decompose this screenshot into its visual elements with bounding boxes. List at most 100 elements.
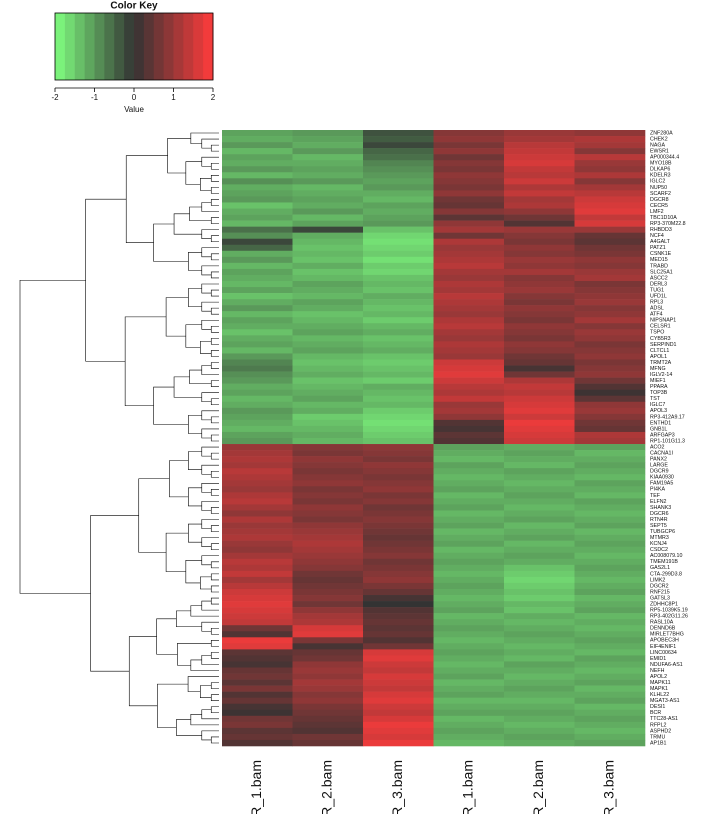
heat-cell [222, 293, 293, 300]
heat-cell [292, 625, 364, 632]
heat-cell [292, 649, 364, 656]
heat-cell [222, 148, 293, 155]
heat-cell [222, 413, 293, 421]
key-swatch [114, 13, 125, 80]
dendrogram-link [210, 326, 220, 333]
heat-cell [433, 262, 505, 270]
dendrogram-link [210, 416, 220, 424]
heat-cell [433, 154, 505, 161]
heat-cell [292, 661, 364, 668]
heat-cell [433, 353, 505, 360]
heat-cell [222, 250, 293, 258]
heat-cell [574, 305, 646, 312]
dendrogram-link [201, 301, 220, 312]
heat-cell [504, 262, 575, 270]
heat-cell [433, 148, 505, 155]
key-swatch [134, 13, 145, 80]
heat-cell [222, 637, 293, 644]
heat-cell [574, 637, 646, 644]
dendrogram-link [210, 162, 220, 170]
heat-cell [292, 383, 364, 390]
heat-cell [574, 256, 646, 264]
heat-cell [292, 510, 364, 517]
row-label: CSNK1E [650, 251, 672, 257]
heat-cell [292, 365, 364, 372]
heat-cell [363, 383, 434, 390]
heat-cell [292, 691, 364, 698]
heat-cell [574, 142, 646, 149]
heat-cell [433, 274, 505, 282]
heat-cell [574, 226, 646, 233]
heat-cell [363, 733, 434, 741]
heat-cell [222, 202, 293, 209]
row-label: RNF215 [650, 589, 670, 595]
heat-cell [222, 607, 293, 614]
heat-cell [504, 504, 575, 511]
row-label: NDUFA6-AS1 [650, 662, 683, 668]
heat-cell [292, 190, 364, 197]
dendrogram-link [201, 709, 220, 720]
heat-cell [433, 504, 505, 511]
heat-cell [363, 419, 434, 427]
heat-cell [504, 510, 575, 517]
heat-cell [504, 353, 575, 360]
heat-cell [574, 667, 646, 674]
heat-cell [363, 564, 434, 572]
dendrogram-link [210, 627, 220, 635]
dendrogram-link [188, 523, 202, 543]
heat-cell [504, 329, 575, 336]
heat-cell [574, 425, 646, 433]
heat-cell [574, 679, 646, 686]
heat-cell [504, 154, 575, 161]
heat-cell [363, 142, 434, 149]
heat-cell [433, 395, 505, 403]
dendrogram-link [210, 543, 220, 550]
heat-cell [433, 576, 505, 584]
heat-cell [292, 347, 364, 354]
heat-cell [292, 287, 364, 294]
row-label: LMF2 [650, 209, 664, 215]
heat-cell [222, 516, 293, 523]
heat-cell [363, 528, 434, 535]
heat-cell [433, 365, 505, 372]
heat-cell [433, 226, 505, 233]
heat-cell [574, 691, 646, 698]
dendrogram-link [173, 213, 202, 235]
row-label: CHEK2 [650, 136, 668, 142]
row-label: DGCR8 [650, 197, 669, 203]
heat-cell [222, 256, 293, 264]
heat-cell [574, 649, 646, 656]
heat-cell [574, 317, 646, 324]
heat-cell [222, 220, 293, 227]
row-label: SLC25A1 [650, 269, 673, 275]
heat-cell [504, 359, 575, 366]
heat-cell [574, 450, 646, 457]
heat-cell [222, 317, 293, 324]
row-label: KCNJ4 [650, 541, 667, 547]
heat-cell [504, 142, 575, 149]
heat-cell [222, 190, 293, 197]
row-label: MTMR3 [650, 535, 669, 541]
heat-cell [363, 601, 434, 608]
heat-cell [433, 268, 505, 276]
key-tick-label: -1 [91, 93, 99, 102]
heat-cell [222, 444, 293, 451]
dendrogram-link [167, 138, 191, 174]
heat-cell [574, 504, 646, 511]
row-label: CACNA1I [650, 451, 673, 457]
heat-cell [504, 703, 575, 711]
heat-cell [363, 208, 434, 215]
heat-cell [363, 631, 434, 638]
row-label: RP3-402G11.26 [650, 614, 688, 620]
row-label: SHANK3 [650, 505, 671, 511]
key-swatch [143, 13, 155, 80]
dendrogram-link [201, 555, 220, 566]
heat-cell [574, 456, 646, 463]
heat-cell [433, 335, 505, 342]
heat-cell [504, 613, 575, 620]
heat-cell [433, 280, 505, 288]
dendrogram-link [125, 155, 168, 243]
heat-cell [222, 244, 293, 252]
heat-cell [504, 226, 575, 233]
key-swatch [183, 13, 194, 80]
